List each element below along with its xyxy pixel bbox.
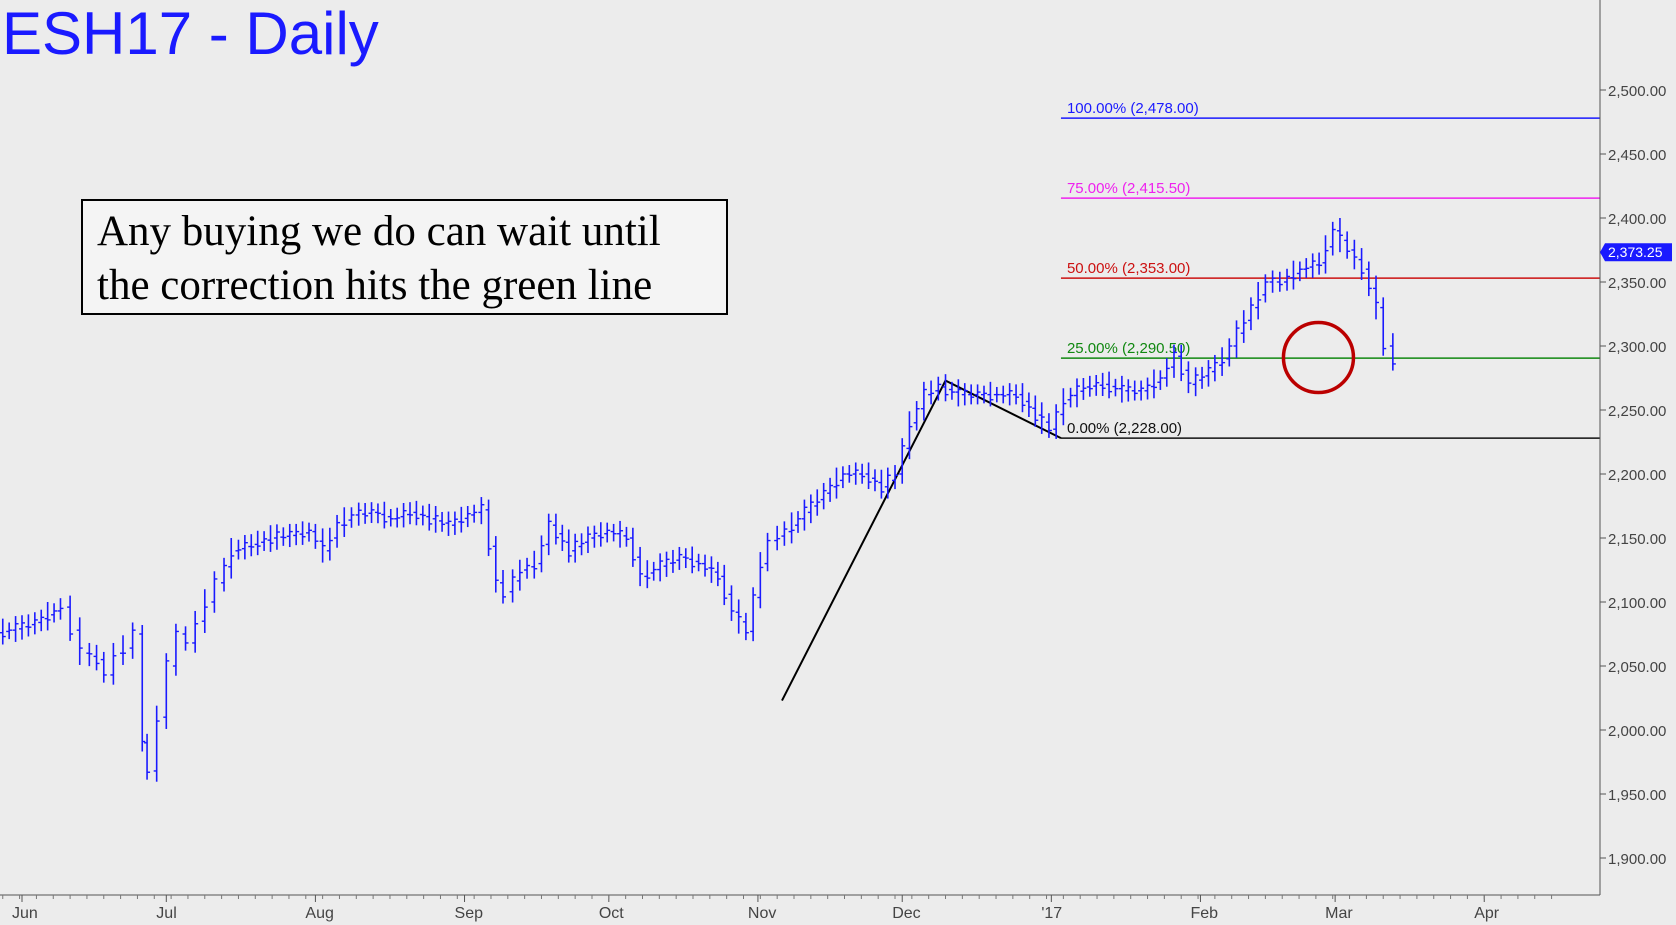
fib-levels: 100.00% (2,478.00) 75.00% (2,415.50) 50.00… <box>1060 100 1600 439</box>
y-tick-label: 1,900.00 <box>1608 851 1666 868</box>
y-tick-label: 2,100.00 <box>1608 595 1666 612</box>
annotation-line-2: the correction hits the green line <box>97 262 653 309</box>
x-tick-label: Jun <box>12 905 38 922</box>
annotation-box: Any buying we do can wait until the corr… <box>81 199 728 315</box>
highlight-circle <box>1281 320 1356 395</box>
y-tick-label: 2,400.00 <box>1608 211 1666 228</box>
y-tick-label: 2,000.00 <box>1608 723 1666 740</box>
x-tick-label: Nov <box>748 905 776 922</box>
x-tick-label: Oct <box>599 905 624 922</box>
y-tick-label: 1,950.00 <box>1608 787 1666 804</box>
price-tag-bg <box>1600 243 1672 262</box>
highlight-layer <box>1281 320 1356 395</box>
fib-label: 25.00% (2,290.50) <box>1067 340 1190 357</box>
y-tick-label: 2,200.00 <box>1608 467 1666 484</box>
x-tick-label: Feb <box>1190 905 1218 922</box>
y-axis: 1,900.00 1,950.00 2,000.00 2,050.00 2,100.00… <box>1600 83 1666 868</box>
x-axis: Jun Jul Aug Sep Oct Nov Dec '17 Feb Mar Apr <box>2 895 1553 922</box>
fib-label: 0.00% (2,228.00) <box>1067 420 1182 437</box>
fib-label: 100.00% (2,478.00) <box>1067 100 1199 117</box>
plot-area <box>0 0 1600 895</box>
y-tick-label: 2,150.00 <box>1608 531 1666 548</box>
y-tick-label: 2,250.00 <box>1608 403 1666 420</box>
price-bars <box>0 218 1396 782</box>
x-tick-label: Apr <box>1474 905 1500 922</box>
y-tick-label: 2,050.00 <box>1608 659 1666 676</box>
y-tick-label: 2,450.00 <box>1608 147 1666 164</box>
x-tick-label: Mar <box>1325 905 1353 922</box>
x-tick-label: Aug <box>305 905 333 922</box>
x-tick-label: Dec <box>892 905 920 922</box>
y-tick-label: 2,350.00 <box>1608 275 1666 292</box>
fib-label: 50.00% (2,353.00) <box>1067 260 1190 277</box>
y-tick-label: 2,500.00 <box>1608 83 1666 100</box>
price-tag-label: 2,373.25 <box>1608 244 1663 260</box>
y-tick-label: 2,300.00 <box>1608 339 1666 356</box>
annotation-line-1: Any buying we do can wait until <box>97 208 661 255</box>
x-tick-label: Jul <box>156 905 176 922</box>
fib-label: 75.00% (2,415.50) <box>1067 180 1190 197</box>
x-tick-label: Sep <box>455 905 484 922</box>
current-price-tag: 2,373.25 <box>1600 243 1672 262</box>
chart-title: ESH17 - Daily <box>2 0 379 67</box>
x-tick-label: '17 <box>1041 905 1062 922</box>
